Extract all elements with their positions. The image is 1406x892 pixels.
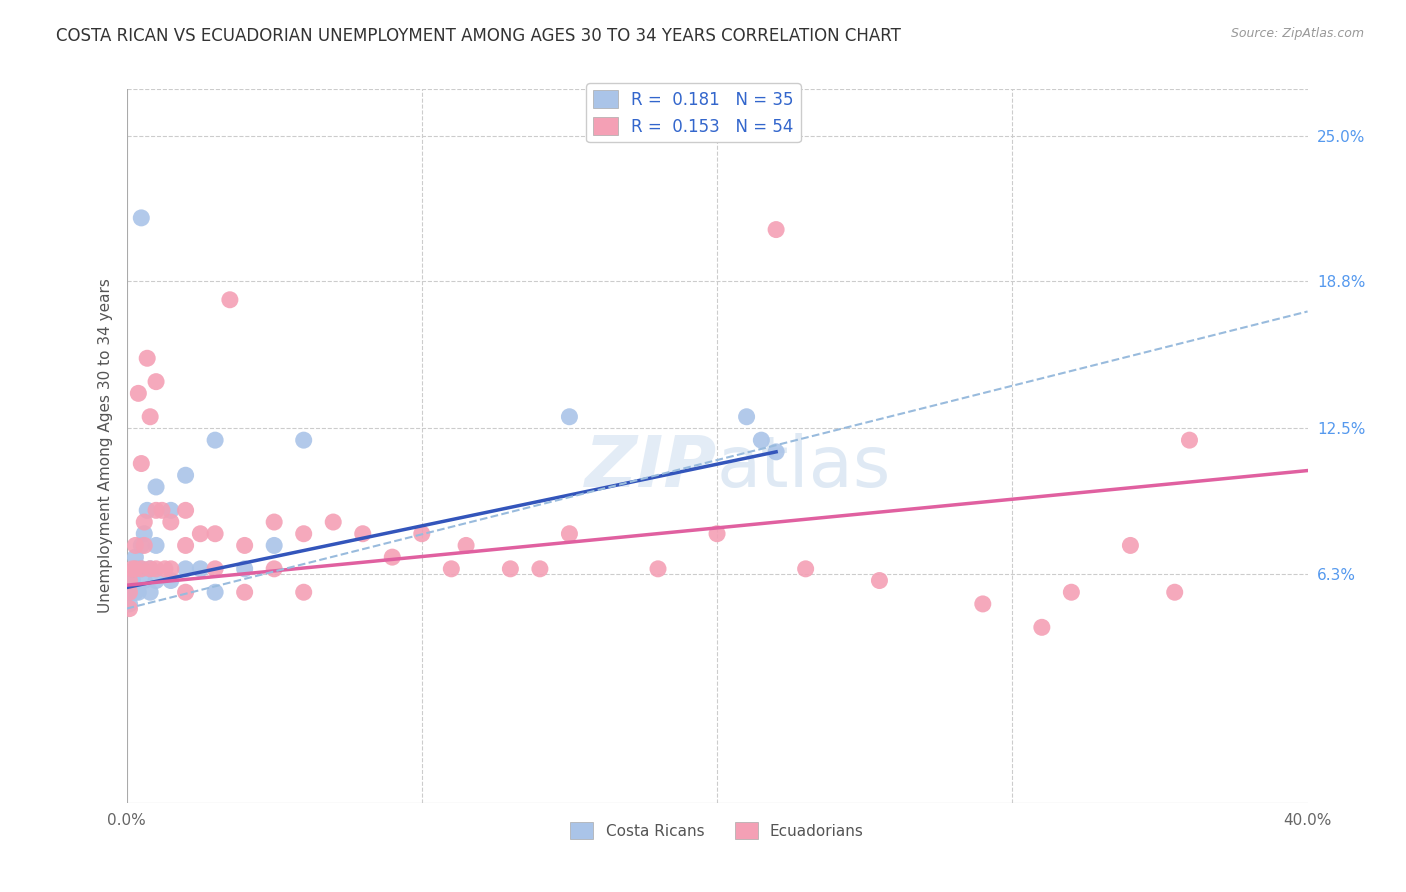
- Point: [121, 562, 143, 576]
- Point: [121, 574, 143, 588]
- Point: [440, 562, 463, 576]
- Point: [118, 574, 141, 588]
- Point: [735, 409, 758, 424]
- Point: [1031, 620, 1053, 634]
- Point: [204, 433, 226, 447]
- Point: [129, 562, 153, 576]
- Point: [558, 526, 581, 541]
- Point: [751, 433, 773, 447]
- Text: Source: ZipAtlas.com: Source: ZipAtlas.com: [1230, 27, 1364, 40]
- Point: [972, 597, 994, 611]
- Point: [174, 468, 197, 483]
- Point: [174, 585, 197, 599]
- Point: [134, 574, 156, 588]
- Point: [174, 503, 197, 517]
- Point: [188, 562, 212, 576]
- Y-axis label: Unemployment Among Ages 30 to 34 years: Unemployment Among Ages 30 to 34 years: [97, 278, 112, 614]
- Point: [127, 386, 149, 401]
- Point: [292, 433, 315, 447]
- Point: [139, 562, 162, 576]
- Point: [136, 503, 159, 517]
- Point: [127, 585, 149, 599]
- Point: [118, 574, 141, 588]
- Point: [352, 526, 374, 541]
- Point: [150, 503, 173, 517]
- Point: [529, 562, 551, 576]
- Point: [139, 562, 162, 576]
- Point: [145, 538, 167, 552]
- Point: [145, 574, 167, 588]
- Point: [174, 562, 197, 576]
- Point: [322, 515, 344, 529]
- Point: [134, 526, 156, 541]
- Text: atlas: atlas: [717, 433, 891, 502]
- Text: COSTA RICAN VS ECUADORIAN UNEMPLOYMENT AMONG AGES 30 TO 34 YEARS CORRELATION CHA: COSTA RICAN VS ECUADORIAN UNEMPLOYMENT A…: [56, 27, 901, 45]
- Point: [263, 538, 285, 552]
- Point: [204, 585, 226, 599]
- Point: [129, 538, 153, 552]
- Point: [1178, 433, 1201, 447]
- Point: [765, 222, 787, 236]
- Point: [160, 503, 183, 517]
- Point: [129, 457, 153, 471]
- Point: [263, 562, 285, 576]
- Point: [129, 211, 153, 225]
- Point: [136, 351, 159, 366]
- Point: [124, 562, 146, 576]
- Point: [124, 538, 146, 552]
- Point: [411, 526, 433, 541]
- Point: [263, 515, 285, 529]
- Point: [124, 585, 146, 599]
- Point: [145, 375, 167, 389]
- Point: [153, 562, 176, 576]
- Point: [219, 293, 242, 307]
- Point: [1164, 585, 1187, 599]
- Point: [118, 585, 141, 599]
- Point: [1119, 538, 1142, 552]
- Point: [1060, 585, 1083, 599]
- Point: [765, 445, 787, 459]
- Point: [139, 585, 162, 599]
- Point: [456, 538, 478, 552]
- Point: [127, 562, 149, 576]
- Point: [134, 515, 156, 529]
- Point: [381, 550, 404, 565]
- Point: [118, 601, 141, 615]
- Point: [233, 538, 256, 552]
- Point: [204, 562, 226, 576]
- Point: [129, 562, 153, 576]
- Point: [145, 562, 167, 576]
- Point: [160, 562, 183, 576]
- Point: [145, 480, 167, 494]
- Point: [204, 526, 226, 541]
- Point: [160, 574, 183, 588]
- Text: ZIP: ZIP: [585, 433, 717, 502]
- Point: [292, 526, 315, 541]
- Point: [145, 503, 167, 517]
- Legend: Costa Ricans, Ecuadorians: Costa Ricans, Ecuadorians: [564, 816, 870, 845]
- Point: [233, 562, 256, 576]
- Point: [139, 409, 162, 424]
- Point: [292, 585, 315, 599]
- Point: [647, 562, 669, 576]
- Point: [869, 574, 891, 588]
- Point: [499, 562, 522, 576]
- Point: [121, 585, 143, 599]
- Point: [124, 562, 146, 576]
- Point: [233, 585, 256, 599]
- Point: [174, 538, 197, 552]
- Point: [794, 562, 817, 576]
- Point: [160, 515, 183, 529]
- Point: [118, 597, 141, 611]
- Point: [134, 538, 156, 552]
- Point: [706, 526, 728, 541]
- Point: [188, 526, 212, 541]
- Point: [118, 585, 141, 599]
- Point: [558, 409, 581, 424]
- Point: [124, 550, 146, 565]
